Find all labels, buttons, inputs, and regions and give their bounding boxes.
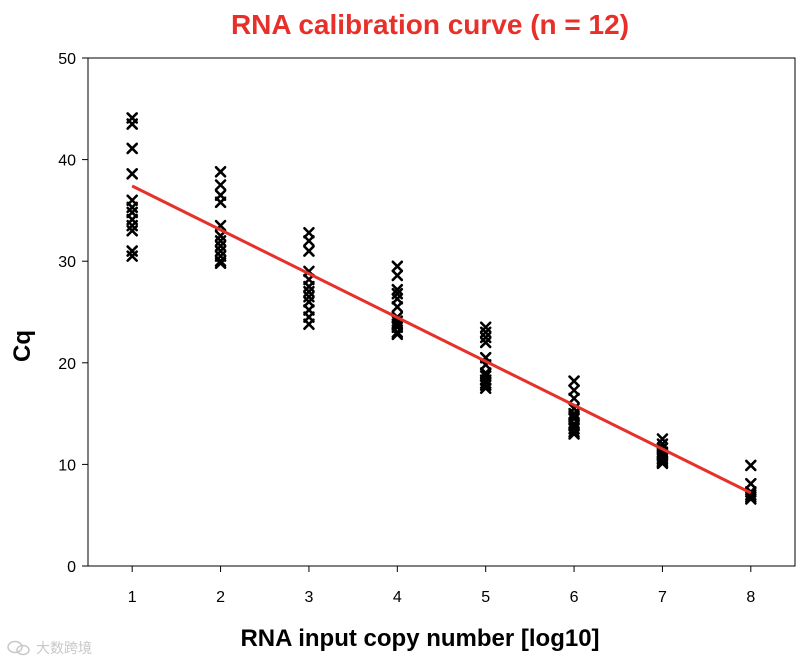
data-point: [568, 375, 580, 387]
data-point: [568, 426, 580, 438]
data-point: [745, 477, 757, 490]
data-point: [214, 255, 227, 267]
y-tick-label: 30: [58, 254, 76, 271]
data-point: [214, 196, 227, 209]
y-tick-label: 20: [58, 356, 76, 373]
plot-frame: [87, 57, 796, 567]
data-point: [126, 224, 138, 237]
data-point: [656, 453, 669, 466]
data-point: [303, 235, 315, 247]
y-axis-label: Cq: [9, 330, 36, 362]
data-point: [391, 326, 404, 339]
wechat-logo-icon: [7, 640, 30, 656]
x-tick-label: 6: [570, 589, 579, 606]
x-axis-ticks: 1 2 3 4 5 6 7 8: [128, 566, 755, 606]
data-point: [745, 491, 757, 503]
data-point: [479, 336, 492, 349]
y-tick-label: 0: [67, 559, 76, 576]
data-point: [126, 118, 138, 130]
data-point: [391, 283, 404, 296]
data-point: [303, 226, 315, 239]
data-point: [391, 328, 404, 341]
data-point: [391, 269, 404, 282]
x-tick-label: 1: [128, 589, 137, 606]
x-tick-label: 2: [216, 589, 225, 606]
data-point: [568, 384, 580, 397]
x-axis-label: RNA input copy number [log10]: [240, 625, 599, 652]
data-point: [479, 379, 492, 391]
watermark: 大数跨境: [6, 638, 92, 658]
data-point: [391, 318, 404, 330]
data-points: [126, 112, 757, 505]
data-point: [568, 428, 580, 440]
data-point: [214, 165, 227, 178]
data-point: [568, 409, 580, 422]
data-point: [303, 296, 315, 308]
y-tick-label: 50: [58, 51, 76, 68]
data-point: [126, 250, 138, 262]
fit-line: [131, 184, 752, 495]
watermark-text: 大数跨境: [36, 641, 92, 657]
data-point: [303, 318, 315, 330]
data-point: [391, 292, 404, 305]
y-tick-label: 40: [58, 153, 76, 170]
data-point: [214, 257, 227, 270]
data-point: [656, 457, 669, 470]
data-point: [303, 245, 315, 257]
chart-title: RNA calibration curve (n = 12): [231, 9, 629, 40]
x-tick-label: 8: [746, 589, 755, 606]
data-point: [214, 179, 227, 191]
data-point: [479, 382, 492, 394]
data-point: [126, 142, 138, 155]
y-axis-ticks: 0 10 20 30 40 50: [58, 51, 88, 576]
data-point: [568, 392, 580, 405]
x-tick-label: 4: [393, 589, 402, 606]
data-point: [391, 260, 404, 273]
data-point: [745, 493, 757, 505]
data-point: [391, 301, 404, 313]
x-tick-label: 7: [658, 589, 667, 606]
data-point: [126, 168, 138, 180]
x-tick-label: 3: [304, 589, 313, 606]
data-point: [745, 459, 757, 472]
y-tick-label: 10: [58, 457, 76, 474]
x-tick-label: 5: [481, 589, 490, 606]
